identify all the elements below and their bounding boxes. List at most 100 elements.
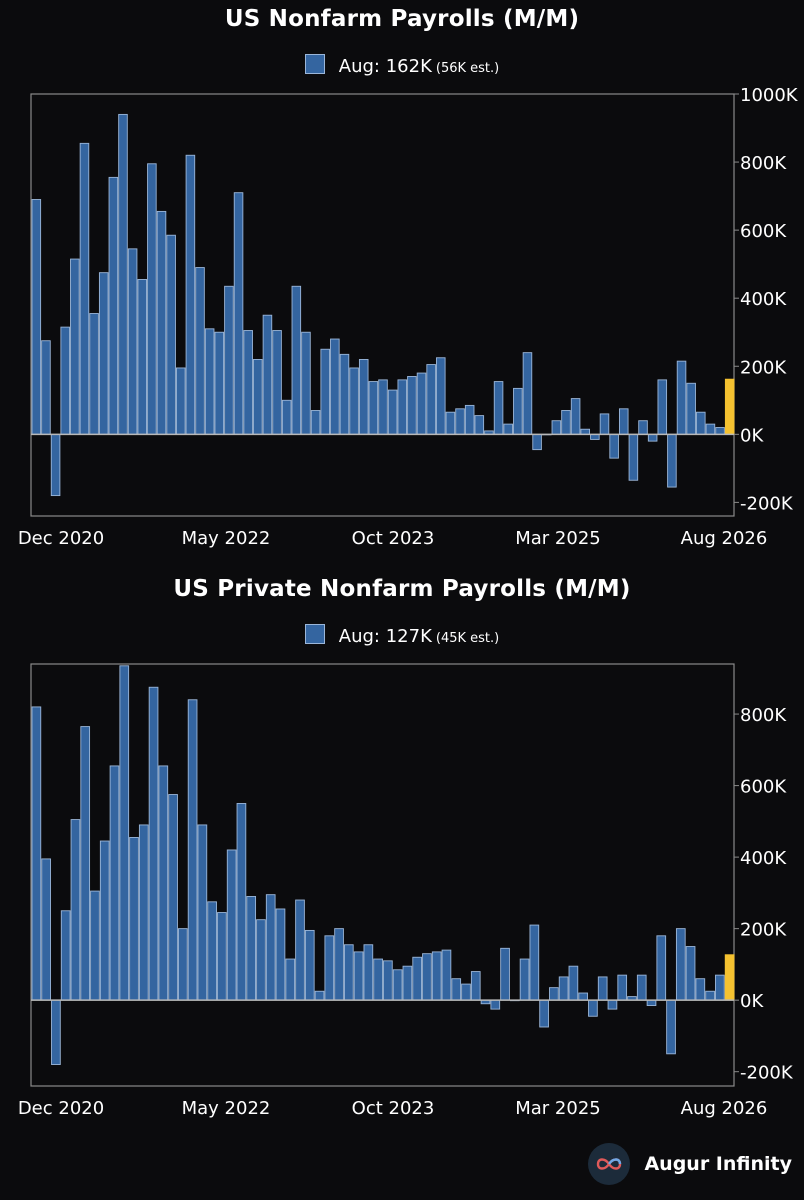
bar: [304, 929, 315, 1001]
bar: [349, 367, 359, 435]
bar: [436, 357, 446, 435]
bar: [275, 908, 286, 1001]
bar: [272, 330, 282, 435]
bar: [519, 958, 530, 1001]
bar-chart: -200K 0K 200K 400K 600K 800K Dec 2020 May 2022 O…: [18, 663, 794, 1119]
bar: [636, 974, 647, 1001]
bar: [253, 359, 263, 435]
bar: [41, 340, 51, 435]
bar: [412, 956, 423, 1001]
bar: [118, 113, 128, 435]
bar: [715, 974, 725, 1001]
bar: [236, 803, 247, 1001]
bar: [243, 330, 253, 435]
bar: [378, 379, 388, 435]
bar: [334, 928, 344, 1001]
y-tick-label: 1000K: [740, 88, 799, 106]
bar: [363, 944, 374, 1001]
bar: [178, 928, 188, 1001]
bar: [445, 411, 456, 435]
bar: [330, 338, 340, 435]
chart-panel-private-nonfarm: US Private Nonfarm Payrolls (M/M) Aug: 1…: [0, 570, 804, 1130]
bar: [695, 978, 706, 1001]
bar: [402, 965, 413, 1001]
bar: [147, 163, 157, 435]
plot-frame: [30, 93, 735, 517]
bar: [158, 765, 169, 1001]
bar: [685, 946, 696, 1001]
bar: [31, 199, 42, 435]
bar: [551, 420, 562, 435]
bar: [256, 919, 266, 1001]
bar: [426, 364, 436, 435]
legend-label: Aug: 127K: [338, 626, 432, 647]
infinity-logo-icon: [588, 1143, 631, 1185]
x-tick-label: May 2022: [182, 528, 271, 549]
bar: [416, 372, 427, 435]
bar: [422, 953, 432, 1001]
bar: [464, 404, 475, 435]
x-tick-label: Mar 2025: [515, 528, 601, 549]
bar: [324, 935, 335, 1001]
bar: [599, 413, 610, 435]
bar: [195, 267, 205, 435]
bar: [397, 379, 408, 435]
bar: [185, 154, 196, 435]
bar: [127, 248, 138, 435]
bar: [705, 423, 716, 435]
x-tick-label: May 2022: [182, 1098, 271, 1119]
chart-panel-nonfarm: US Nonfarm Payrolls (M/M) Aug: 162K (56K …: [0, 0, 804, 560]
bar: [513, 387, 523, 435]
x-tick-label: Aug 2026: [681, 528, 768, 549]
plot-frame: [30, 663, 735, 1087]
bar: [618, 408, 629, 435]
x-tick-label: Oct 2023: [352, 1098, 435, 1119]
bar: [137, 279, 148, 435]
bar: [705, 990, 715, 1001]
bar: [455, 408, 465, 435]
bar: [578, 992, 588, 1001]
bar: [570, 398, 581, 435]
bar: [99, 840, 110, 1001]
bar: [339, 353, 350, 435]
bar: [657, 379, 668, 435]
brand-name: Augur Infinity: [644, 1153, 792, 1175]
bar: [597, 976, 608, 1001]
bar: [407, 376, 417, 435]
bar: [675, 928, 686, 1001]
legend-estimate: (56K est.): [435, 61, 500, 76]
bar: [109, 765, 120, 1001]
bar: [60, 326, 70, 435]
bar: [138, 824, 149, 1001]
bar: [696, 411, 706, 435]
bar: [246, 896, 257, 1001]
bar: [224, 285, 234, 435]
x-tick-label: Dec 2020: [18, 528, 104, 549]
x-tick-label: Aug 2026: [681, 1098, 768, 1119]
bar: [392, 969, 403, 1001]
y-tick-label: 200K: [740, 920, 787, 941]
bar: [638, 420, 648, 435]
bar: [580, 428, 590, 435]
bar: [539, 999, 549, 1028]
bar: [60, 910, 71, 1001]
bar: [79, 142, 90, 435]
bar: [310, 410, 321, 435]
bar: [41, 858, 51, 1001]
y-tick-label: 400K: [740, 289, 787, 310]
bar: [70, 819, 81, 1001]
bar: [686, 382, 696, 435]
bar: [31, 706, 42, 1001]
bar: [588, 999, 598, 1017]
x-tick-label: Mar 2025: [515, 1098, 601, 1119]
bar: [175, 367, 186, 435]
bar: [214, 331, 225, 435]
bar: [617, 974, 628, 1001]
bar: [197, 824, 208, 1001]
bar-latest: [724, 954, 735, 1001]
bar: [80, 726, 91, 1001]
bar: [320, 348, 330, 435]
y-tick-label: 600K: [740, 777, 787, 798]
bar: [590, 433, 600, 440]
y-tick-label: 0K: [740, 425, 764, 446]
